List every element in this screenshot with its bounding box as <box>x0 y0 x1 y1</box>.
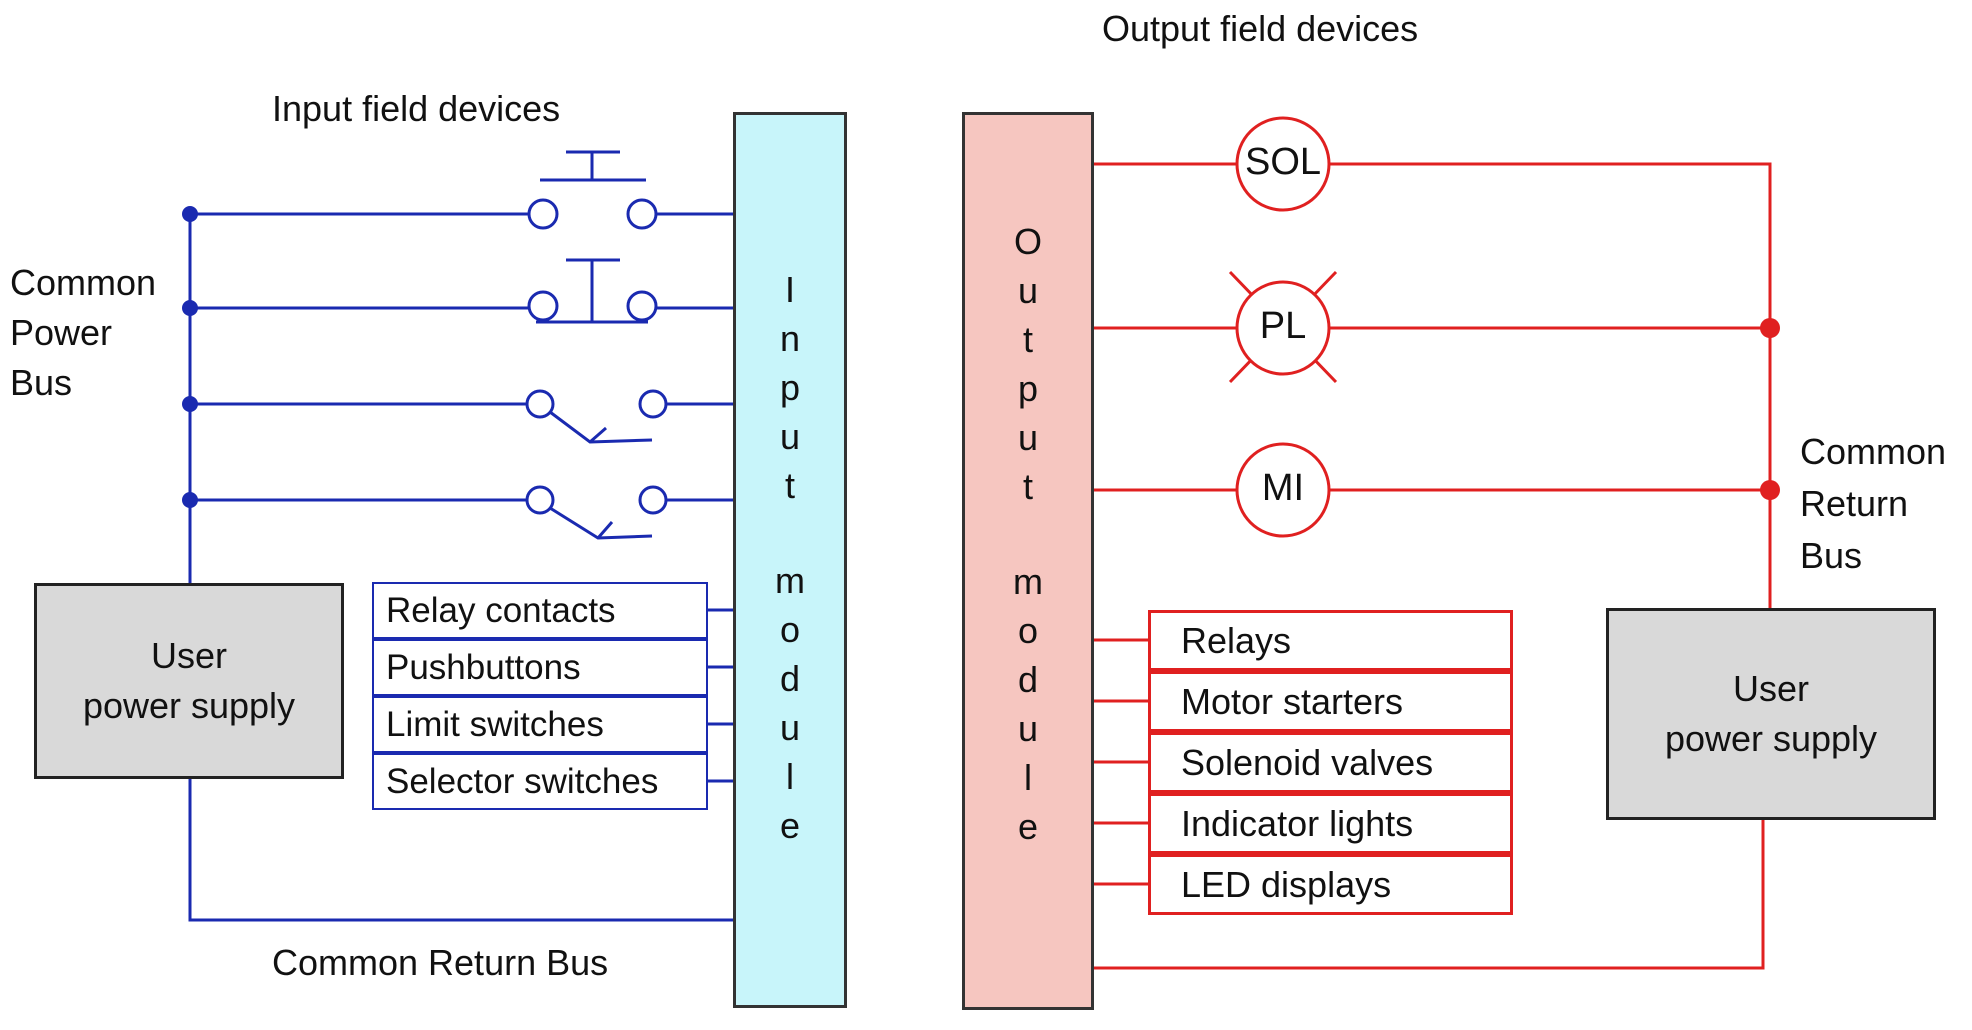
module-letter: d <box>1017 659 1039 700</box>
mi-label: MI <box>1261 467 1305 509</box>
motor-symbol <box>1235 442 1331 538</box>
output-junctions <box>1760 318 1780 500</box>
module-letter: u <box>1017 270 1039 311</box>
module-letter: o <box>1017 610 1039 651</box>
module-letter: t <box>784 465 795 506</box>
power-supply-label: User power supply <box>82 634 296 726</box>
device-list-item: Limit switches <box>372 696 708 753</box>
module-letter: l <box>786 756 794 797</box>
output-devices-title: Output field devices <box>1102 8 1419 49</box>
module-letter: t <box>1022 466 1033 507</box>
module-letter: e <box>1017 806 1039 847</box>
module-letter: O <box>1013 221 1042 262</box>
common-power-bus-label: Common Power Bus <box>10 262 157 403</box>
module-letter: e <box>779 805 801 846</box>
module-letter: u <box>779 707 801 748</box>
output-wiring <box>1094 162 1772 970</box>
limit-switch-symbol <box>525 485 668 540</box>
module-letter: n <box>779 318 801 359</box>
device-list-item: Relays <box>1148 610 1513 671</box>
module-letter: u <box>1017 708 1039 749</box>
pl-label: PL <box>1259 305 1307 347</box>
device-list-item: Relay contacts <box>372 582 708 639</box>
common-return-bus <box>188 778 733 922</box>
power-supply-label: User power supply <box>1664 667 1878 759</box>
pushbutton-closed-symbol <box>527 258 658 324</box>
pushbutton-symbol <box>527 150 658 230</box>
device-list-item: Motor starters <box>1148 671 1513 732</box>
module-letter: t <box>1022 319 1033 360</box>
device-list-item: Selector switches <box>372 753 708 810</box>
module-letter: I <box>784 269 795 310</box>
output-power-supply: User power supply <box>1606 608 1936 820</box>
pilot-light-symbol <box>1228 270 1338 384</box>
common-return-bus-label: Common Return Bus <box>272 942 609 983</box>
module-letter: u <box>779 416 801 457</box>
device-list-item: Solenoid valves <box>1148 732 1513 793</box>
module-letter: d <box>779 658 801 699</box>
sol-label: SOL <box>1244 141 1322 183</box>
device-list-item: LED displays <box>1148 854 1513 915</box>
solenoid-coil <box>1235 116 1331 212</box>
module-letter: u <box>1017 417 1039 458</box>
input-devices-title: Input field devices <box>272 88 561 129</box>
input-power-supply: User power supply <box>34 583 344 779</box>
limit-switch-symbol <box>525 389 668 444</box>
module-letter: p <box>779 367 801 408</box>
device-list-item: Pushbuttons <box>372 639 708 696</box>
common-return-bus-label-output: Common Return Bus <box>1800 431 1947 576</box>
input-wiring <box>188 212 733 922</box>
module-letter: m <box>1013 561 1043 602</box>
module-letter: p <box>1017 368 1039 409</box>
module-letter: l <box>1024 757 1032 798</box>
input-junctions <box>182 206 198 508</box>
device-list-item: Indicator lights <box>1148 793 1513 854</box>
module-letter: o <box>779 609 801 650</box>
module-letter: m <box>775 560 805 601</box>
